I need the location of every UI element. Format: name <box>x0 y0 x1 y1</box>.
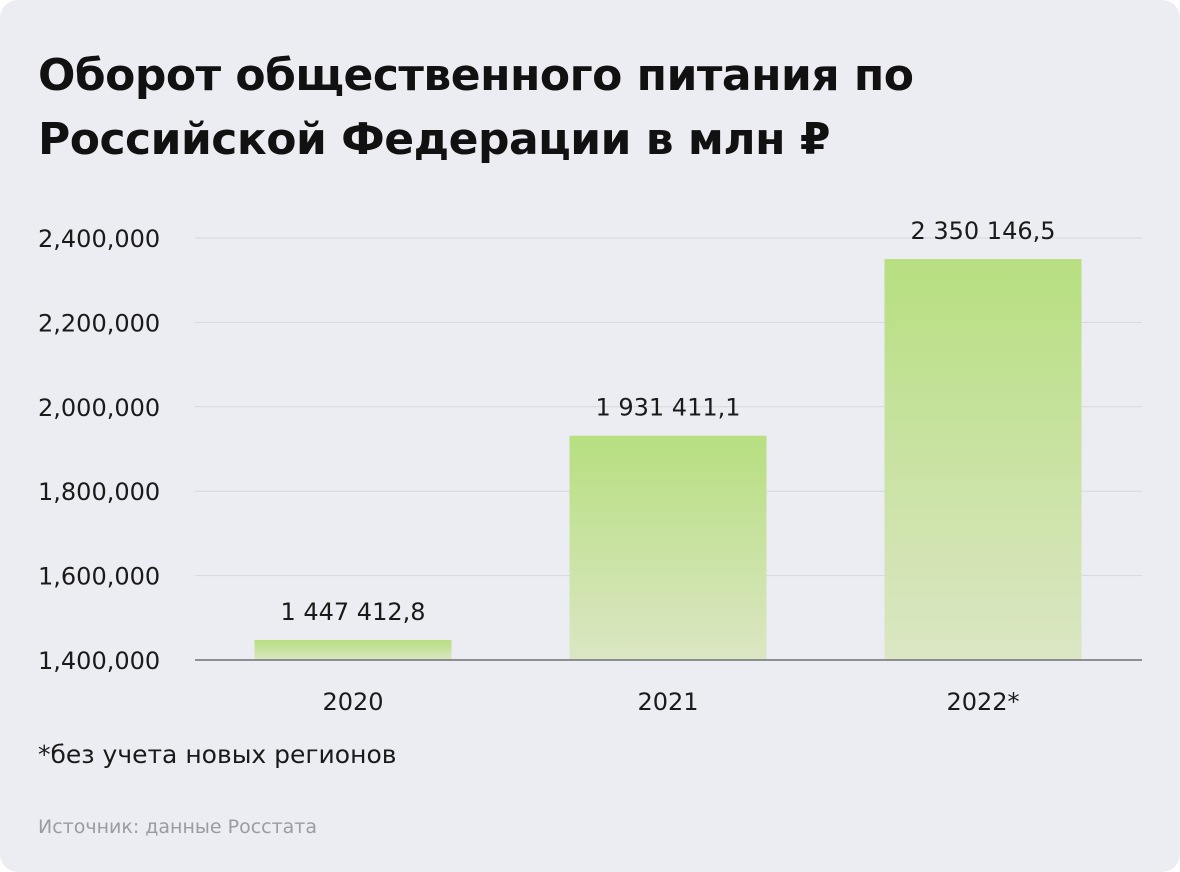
chart-footnote: *без учета новых регионов <box>38 740 397 769</box>
x-tick-label: 2021 <box>637 688 698 716</box>
data-source: Источник: данные Росстата <box>38 816 318 838</box>
bar <box>254 639 452 660</box>
data-label: 1 447 412,8 <box>280 598 425 626</box>
bar <box>569 435 767 660</box>
data-label: 2 350 146,5 <box>910 217 1055 245</box>
y-tick-label: 2,400,000 <box>38 225 160 253</box>
y-tick-label: 2,000,000 <box>38 394 160 422</box>
y-tick-label: 1,600,000 <box>38 563 160 591</box>
y-tick-label: 2,200,000 <box>38 309 160 337</box>
chart-title: Оборот общественного питания по Российск… <box>38 44 1138 172</box>
x-tick-label: 2022* <box>946 688 1019 716</box>
bar <box>884 259 1082 660</box>
y-tick-label: 1,400,000 <box>38 647 160 675</box>
x-tick-label: 2020 <box>322 688 383 716</box>
data-label: 1 931 411,1 <box>595 394 740 422</box>
chart-title-line-2: Российской Федерации в млн ₽ <box>38 114 830 165</box>
y-tick-label: 1,800,000 <box>38 478 160 506</box>
chart-title-line-1: Оборот общественного питания по <box>38 50 914 101</box>
